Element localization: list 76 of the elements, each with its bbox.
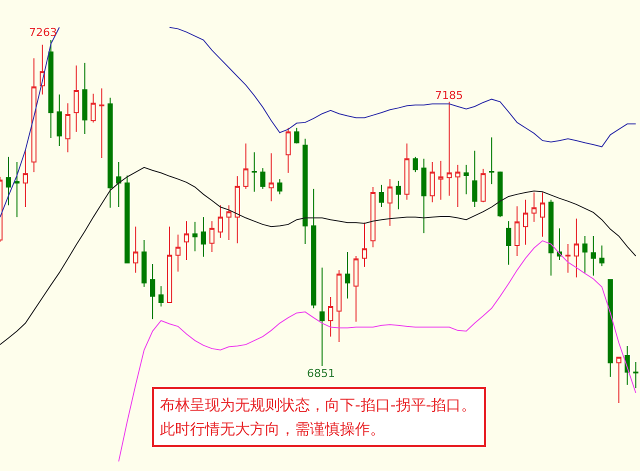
candlestick [320,267,325,366]
annotation: 6851 [307,367,335,380]
candlestick [344,252,350,299]
candlestick [608,279,613,378]
candlestick [116,162,122,208]
candlestick [582,236,588,274]
candlestick [574,218,579,278]
candlestick [590,236,596,276]
candlestick [218,204,223,238]
candlestick [522,199,528,246]
candlestick [421,158,426,234]
candlestick [277,178,282,195]
candlestick [252,152,257,192]
candlestick [260,168,266,190]
annotation: 7185 [435,89,463,102]
candlestick [540,192,546,238]
candlestick [362,222,368,268]
candlestick [498,170,503,218]
candlestick [328,296,334,338]
candlestick [192,221,198,252]
candlestick [294,127,300,144]
annotation: 布林呈现为无规则状态，向下-掐口-拐平-掐口。此时行情无大方向，需谨慎操作。 [152,387,486,447]
candlestick [142,240,147,288]
candlestick [108,97,113,208]
candlestick [175,234,181,272]
candlestick [430,162,435,203]
candlestick [480,168,486,203]
candlestick [184,220,190,261]
candlestick [531,192,537,222]
candlestick [506,220,512,266]
candlestick [489,136,494,185]
candlestick [633,362,638,389]
candlestick [412,156,418,173]
candlestick [311,188,316,309]
candlestick [464,164,469,195]
candlestick [616,356,622,404]
candlestick [6,156,12,206]
candlestick [124,174,130,264]
candlestick [31,58,36,173]
candlestick [56,94,62,147]
candlestick [370,186,376,248]
candlestick [387,178,393,226]
candlestick [99,88,104,159]
candlestick [438,160,444,200]
text: 7263 [29,26,57,39]
candlestick [209,220,214,253]
candlestick [65,102,70,153]
candlestick [82,62,88,135]
candlestick [336,270,342,343]
candlestick [234,176,240,244]
candlestick [22,150,28,208]
candlestick [48,40,54,139]
candlestick [455,164,460,208]
candlestick [472,150,478,208]
candlestick [565,244,571,274]
candlestick [166,226,172,303]
candlestick [90,93,96,123]
candlestick [396,180,401,210]
candlestick [200,216,206,258]
candlestick [404,143,410,200]
candlestick [353,256,359,322]
candlestick [158,286,164,307]
candlestick [286,127,291,174]
candlestick [226,204,232,241]
candlestick [243,143,248,190]
candlestick [150,264,156,320]
candlestick [74,64,79,132]
candlestick [514,206,520,257]
candlestick [378,184,384,208]
candlestick [268,152,274,202]
candlestick [133,226,138,274]
candlestick [548,199,554,276]
candlestick [599,244,604,267]
candlestick [14,162,20,218]
candlestick [446,101,452,196]
candlestick [302,138,308,245]
